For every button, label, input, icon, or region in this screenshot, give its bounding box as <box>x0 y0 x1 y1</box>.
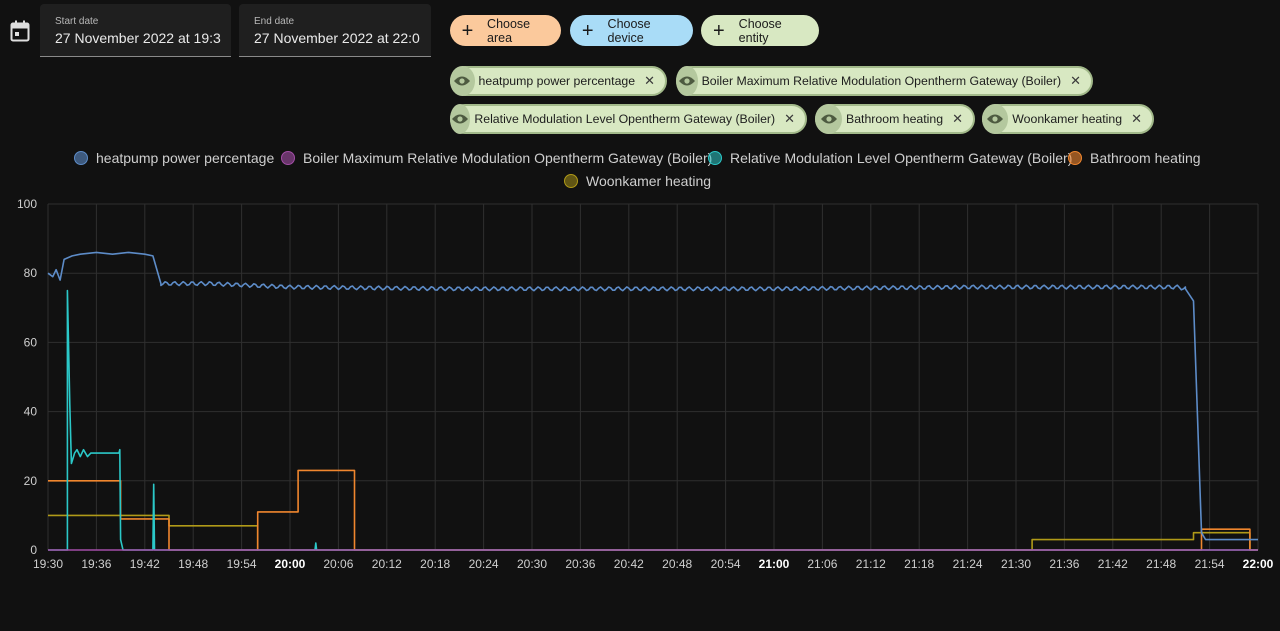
entity-chip-bathroom[interactable]: Bathroom heating ✕ <box>815 104 975 134</box>
end-date-value: 27 November 2022 at 22:0 <box>254 30 420 46</box>
legend-swatch <box>74 151 88 165</box>
x-tick-label: 19:30 <box>33 557 63 571</box>
entity-chip-label: heatpump power percentage <box>478 74 636 88</box>
x-tick-label: 20:12 <box>372 557 402 571</box>
choose-entity-label: Choose entity <box>738 16 782 45</box>
legend-item-bathroom[interactable]: Bathroom heating <box>1068 150 1201 166</box>
x-tick-label: 20:48 <box>662 557 692 571</box>
x-tick-label: 20:30 <box>517 557 547 571</box>
y-tick-label: 0 <box>30 543 37 557</box>
entity-chip-woonkamer[interactable]: Woonkamer heating ✕ <box>982 104 1154 134</box>
x-tick-label: 20:54 <box>711 557 741 571</box>
series-heatpump-line <box>47 251 1258 541</box>
plus-icon: + <box>461 19 474 42</box>
choose-device-button[interactable]: + Choose device <box>570 15 693 46</box>
eye-icon[interactable] <box>450 66 475 96</box>
y-tick-label: 20 <box>24 474 38 488</box>
legend-label: Woonkamer heating <box>586 173 712 189</box>
x-tick-label: 21:48 <box>1146 557 1176 571</box>
legend-swatch <box>708 151 722 165</box>
entity-chip-boiler-max[interactable]: Boiler Maximum Relative Modulation Opent… <box>676 66 1093 96</box>
legend-item-boiler-max[interactable]: Boiler Maximum Relative Modulation Opent… <box>281 150 712 166</box>
close-icon[interactable]: ✕ <box>1131 111 1142 126</box>
x-tick-label: 20:06 <box>323 557 353 571</box>
x-tick-label: 20:42 <box>614 557 644 571</box>
x-tick-label: 21:00 <box>759 557 790 571</box>
eye-icon[interactable] <box>982 104 1009 134</box>
x-tick-label: 21:42 <box>1098 557 1128 571</box>
entity-chip-rel-mod[interactable]: Relative Modulation Level Opentherm Gate… <box>450 104 807 134</box>
y-tick-label: 80 <box>24 266 38 280</box>
legend-item-heatpump[interactable]: heatpump power percentage <box>74 150 274 166</box>
legend-swatch <box>564 174 578 188</box>
eye-icon[interactable] <box>676 66 698 96</box>
x-tick-label: 20:36 <box>565 557 595 571</box>
x-tick-label: 20:24 <box>469 557 499 571</box>
series-rel-mod-line <box>48 289 1258 551</box>
close-icon[interactable]: ✕ <box>784 111 795 126</box>
end-date-field[interactable]: End date 27 November 2022 at 22:0 <box>239 4 431 57</box>
plus-icon: + <box>581 19 594 42</box>
x-tick-label: 19:54 <box>227 557 257 571</box>
y-tick-label: 60 <box>24 335 38 349</box>
entity-chip-label: Relative Modulation Level Opentherm Gate… <box>474 112 776 126</box>
close-icon[interactable]: ✕ <box>952 111 963 126</box>
close-icon[interactable]: ✕ <box>1070 73 1081 88</box>
series-bathroom-line <box>48 469 1258 551</box>
y-tick-label: 100 <box>17 197 37 211</box>
choose-device-label: Choose device <box>607 16 651 45</box>
eye-icon[interactable] <box>450 104 471 134</box>
start-date-label: Start date <box>55 16 99 27</box>
x-tick-label: 19:48 <box>178 557 208 571</box>
x-tick-label: 21:12 <box>856 557 886 571</box>
x-tick-label: 21:06 <box>807 557 837 571</box>
entity-chip-label: Boiler Maximum Relative Modulation Opent… <box>701 74 1062 88</box>
calendar-icon[interactable] <box>10 20 30 42</box>
close-icon[interactable]: ✕ <box>644 73 655 88</box>
legend-swatch <box>1068 151 1082 165</box>
entity-chip-label: Bathroom heating <box>846 112 944 126</box>
x-tick-label: 19:36 <box>81 557 111 571</box>
legend-label: Bathroom heating <box>1090 150 1201 166</box>
x-tick-label: 19:42 <box>130 557 160 571</box>
end-date-label: End date <box>254 16 295 27</box>
x-tick-label: 21:18 <box>904 557 934 571</box>
eye-icon[interactable] <box>815 104 843 134</box>
series-woonkamer-line <box>48 514 1258 551</box>
x-tick-label: 20:18 <box>420 557 450 571</box>
legend-swatch <box>281 151 295 165</box>
x-tick-label: 22:00 <box>1243 557 1274 571</box>
legend-label: Relative Modulation Level Opentherm Gate… <box>730 150 1073 166</box>
x-tick-label: 21:24 <box>953 557 983 571</box>
x-tick-label: 21:36 <box>1049 557 1079 571</box>
y-tick-label: 40 <box>24 405 38 419</box>
x-tick-label: 21:54 <box>1195 557 1225 571</box>
entity-chip-heatpump[interactable]: heatpump power percentage ✕ <box>450 66 667 96</box>
choose-area-button[interactable]: + Choose area <box>450 15 561 46</box>
legend-item-rel-mod[interactable]: Relative Modulation Level Opentherm Gate… <box>708 150 1072 166</box>
plus-icon: + <box>712 19 725 42</box>
entity-chip-label: Woonkamer heating <box>1012 112 1123 126</box>
start-date-field[interactable]: Start date 27 November 2022 at 19:3 <box>40 4 231 57</box>
choose-entity-button[interactable]: + Choose entity <box>701 15 819 46</box>
legend-item-woonkamer[interactable]: Woonkamer heating <box>564 173 711 189</box>
x-tick-label: 20:00 <box>275 557 306 571</box>
x-tick-label: 21:30 <box>1001 557 1031 571</box>
choose-area-label: Choose area <box>487 16 531 45</box>
start-date-value: 27 November 2022 at 19:3 <box>55 30 221 46</box>
legend-label: Boiler Maximum Relative Modulation Opent… <box>303 150 713 166</box>
legend-label: heatpump power percentage <box>96 150 275 166</box>
history-chart[interactable]: 0 20 40 60 80 100 19:30 19:36 19:42 19:48 19:54 20:… <box>0 195 1280 585</box>
